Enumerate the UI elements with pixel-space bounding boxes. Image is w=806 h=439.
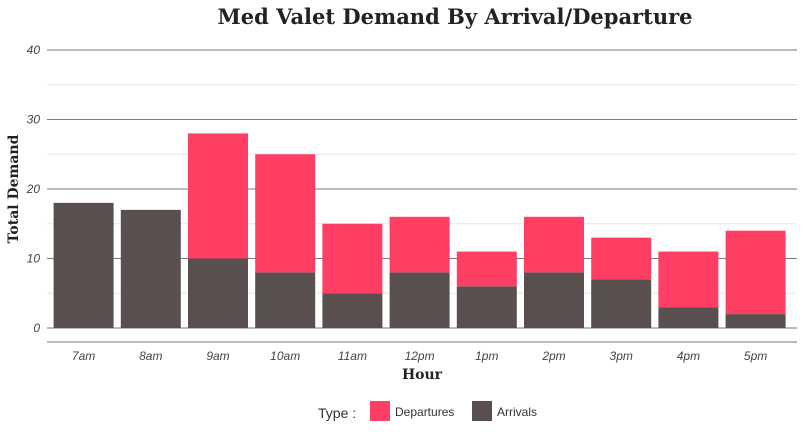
legend-items: Departures Arrivals — [370, 401, 537, 421]
bar-arrivals-4pm — [658, 307, 719, 328]
legend-label-arrivals: Arrivals — [497, 405, 537, 419]
y-tick-label: 20 — [26, 182, 41, 196]
x-tick-label: 11am — [338, 349, 367, 363]
x-tick-label: 3pm — [610, 349, 633, 363]
bar-arrivals-8am — [120, 209, 181, 328]
x-tick-label: 7am — [72, 349, 95, 363]
x-tick-label: 12pm — [405, 349, 435, 363]
y-tick-label: 0 — [33, 321, 40, 335]
axis-layer: 0 10 20 30 40 7am 8am 9am 10am 11am 12pm 1pm 2pm 3pm 4… — [26, 43, 797, 363]
bar-arrivals-2pm — [524, 272, 584, 328]
bar-departures-2pm — [524, 216, 584, 273]
bar-departures-11am — [322, 223, 383, 294]
chart-title: Med Valet Demand By Arrival/Departure — [217, 4, 692, 29]
x-tick-label: 10am — [270, 349, 300, 363]
bar-departures-9am — [188, 133, 248, 259]
x-axis-title: Hour — [402, 367, 443, 383]
y-tick-label: 10 — [27, 252, 41, 266]
bars-layer — [53, 133, 786, 328]
bar-arrivals-9am — [188, 258, 248, 328]
legend: Type : Departures Arrivals — [318, 401, 537, 421]
x-tick-label: 8am — [139, 349, 162, 363]
bar-arrivals-12pm — [389, 272, 450, 328]
bar-departures-12pm — [389, 216, 450, 273]
bar-arrivals-5pm — [725, 314, 786, 328]
bar-arrivals-10am — [255, 272, 316, 328]
y-axis-title: Total Demand — [6, 134, 22, 243]
x-tick-label: 5pm — [744, 349, 767, 363]
x-tick-label: 4pm — [677, 349, 700, 363]
bar-arrivals-11am — [322, 293, 383, 328]
y-tick-label: 40 — [27, 43, 41, 57]
bar-arrivals-3pm — [591, 279, 652, 328]
legend-swatch-arrivals — [472, 401, 492, 421]
bar-arrivals-7am — [53, 202, 114, 328]
bar-departures-10am — [255, 154, 316, 273]
bar-departures-1pm — [456, 251, 517, 287]
legend-label-departures: Departures — [395, 405, 454, 419]
x-tick-label: 1pm — [475, 349, 498, 363]
bar-departures-5pm — [725, 230, 786, 315]
bar-departures-4pm — [658, 251, 719, 308]
x-tick-label: 2pm — [541, 349, 565, 363]
y-tick-label: 30 — [27, 113, 41, 127]
x-tick-label: 9am — [206, 349, 229, 363]
legend-swatch-departures — [370, 401, 390, 421]
bar-departures-3pm — [591, 237, 652, 280]
legend-title: Type : — [318, 405, 356, 421]
bar-arrivals-1pm — [456, 286, 517, 328]
